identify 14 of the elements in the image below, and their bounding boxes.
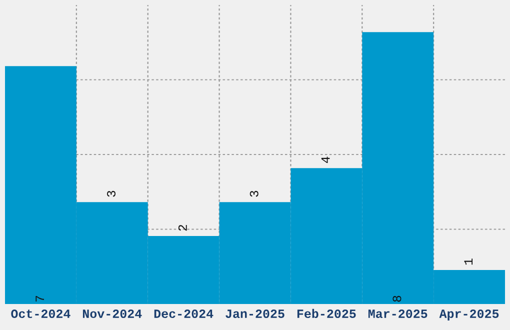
data-label: 3 [107, 190, 116, 197]
x-tick-label: Dec-2024 [154, 310, 214, 318]
x-tick-label: Jan-2025 [226, 310, 284, 318]
data-label: 8 [392, 296, 402, 302]
data-label: 2 [178, 224, 187, 231]
x-tick-label: Apr-2025 [439, 310, 499, 321]
x-tick-label: Oct-2024 [11, 310, 70, 318]
x-tick-label: Nov-2024 [82, 310, 142, 318]
x-tick-label: Mar-2025 [368, 310, 428, 318]
data-label: 4 [321, 156, 330, 163]
data-label: 7 [36, 296, 44, 302]
data-label: 1 [464, 258, 473, 265]
x-tick-label: Feb-2025 [297, 308, 356, 318]
data-label: 3 [250, 190, 258, 197]
